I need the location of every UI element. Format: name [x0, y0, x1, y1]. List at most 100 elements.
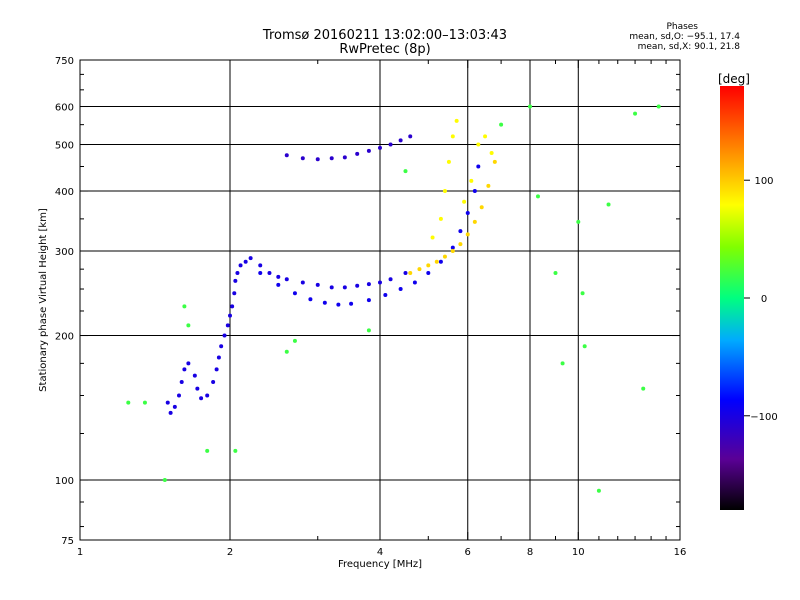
data-point [476, 164, 481, 169]
data-point [165, 400, 170, 405]
phase-title: Phases [666, 22, 698, 32]
data-point [426, 263, 431, 268]
data-point [228, 313, 232, 318]
data-point [438, 259, 443, 264]
data-point [243, 259, 248, 264]
y-tick-label: 75 [61, 536, 74, 547]
data-point [248, 256, 253, 261]
data-point [398, 138, 403, 143]
data-point [479, 205, 484, 210]
data-point [378, 280, 382, 285]
data-point [388, 142, 393, 147]
data-point [142, 400, 147, 405]
data-point [366, 328, 371, 333]
data-point [258, 270, 263, 275]
data-point [388, 277, 393, 282]
data-point [284, 349, 289, 354]
data-point [378, 145, 382, 150]
colorbar: 100 0 −100 [deg] [718, 72, 778, 510]
axis-tick-labels: 1 2 4 6 8 10 16 75 100 200 300 400 500 600 750 [55, 56, 686, 558]
data-point [329, 156, 334, 161]
data-point [465, 211, 470, 216]
data-point [232, 291, 237, 296]
data-point [182, 367, 187, 372]
data-point [211, 380, 216, 385]
data-point [499, 122, 504, 127]
x-tick-label: 6 [465, 547, 471, 558]
colorbar-tick-label: −100 [750, 412, 777, 423]
colorbar-tick-label: 0 [761, 294, 767, 305]
data-point [162, 478, 167, 483]
data-point [458, 229, 463, 234]
data-point [336, 302, 341, 307]
data-point [192, 373, 197, 378]
data-point [472, 219, 477, 224]
data-point [233, 278, 238, 283]
data-point [214, 367, 219, 372]
data-point [412, 280, 417, 285]
data-point [195, 386, 200, 391]
data-point [276, 274, 281, 279]
y-tick-label: 100 [55, 476, 74, 487]
data-point [342, 155, 347, 160]
data-point [366, 282, 371, 287]
data-point [469, 178, 474, 183]
x-tick-label: 2 [227, 547, 233, 558]
data-point [216, 355, 221, 360]
data-point [315, 282, 320, 287]
data-point [408, 270, 413, 275]
data-point [462, 199, 467, 204]
data-point [329, 285, 334, 290]
data-point [430, 235, 435, 240]
data-point [450, 134, 455, 139]
data-point [560, 361, 565, 366]
chart-title: Tromsø 20160211 13:02:00–13:03:43 [262, 28, 508, 43]
y-tick-label: 400 [55, 187, 74, 198]
data-point [582, 344, 587, 349]
data-point [233, 448, 238, 453]
data-point [426, 270, 431, 275]
data-point [258, 263, 263, 268]
data-point [205, 448, 210, 453]
data-point [442, 189, 447, 194]
data-point [417, 267, 422, 272]
data-point [267, 270, 272, 275]
phase-o-stats: mean, sd,O: −95.1, 17.4 [629, 32, 740, 42]
data-point [656, 104, 661, 109]
y-tick-label: 750 [55, 56, 74, 67]
data-point [276, 282, 281, 287]
y-tick-label: 600 [55, 103, 74, 114]
data-point [580, 291, 585, 296]
data-point [355, 151, 360, 156]
data-point [199, 396, 204, 401]
data-point [222, 333, 227, 338]
data-point [596, 488, 601, 493]
x-tick-label: 10 [572, 547, 585, 558]
data-point [225, 323, 230, 328]
colorbar-tick-label: 100 [754, 176, 773, 187]
grid-lines [80, 60, 680, 540]
data-point [576, 219, 581, 224]
y-tick-label: 200 [55, 332, 74, 343]
data-point [315, 157, 320, 162]
data-point [292, 338, 297, 343]
data-point [454, 118, 459, 123]
data-point [450, 249, 455, 254]
axis-ticks [79, 59, 681, 541]
data-point [489, 151, 494, 156]
data-point [355, 283, 360, 288]
phase-x-stats: mean, sd,X: 90.1, 21.8 [637, 42, 740, 52]
data-point [292, 291, 297, 296]
data-point [553, 270, 558, 275]
data-point [300, 156, 305, 161]
data-point [342, 285, 347, 290]
data-point [403, 169, 408, 174]
data-point [219, 344, 224, 349]
x-tick-label: 8 [527, 547, 533, 558]
data-points [126, 104, 661, 493]
data-point [383, 292, 388, 297]
data-point [442, 254, 447, 259]
data-point [238, 263, 243, 268]
data-point [186, 323, 191, 328]
